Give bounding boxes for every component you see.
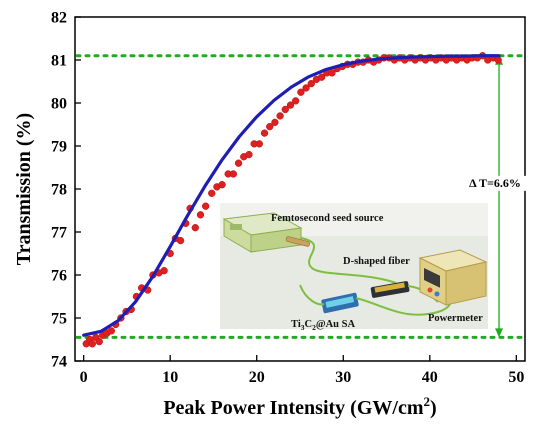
data-point — [292, 97, 300, 105]
x-tick-label: 10 — [162, 369, 178, 386]
y-tick-label: 75 — [51, 311, 67, 328]
data-point — [276, 112, 284, 120]
data-point — [208, 189, 216, 197]
y-tick-label: 80 — [51, 96, 67, 113]
data-point — [328, 69, 336, 77]
data-point — [160, 267, 168, 275]
data-point — [255, 140, 263, 148]
x-tick-label: 0 — [80, 369, 88, 386]
inset-label-seed-source: Femtosecond seed source — [271, 213, 384, 224]
saturable-absorber-block — [321, 292, 359, 314]
powermeter-device — [418, 249, 488, 306]
data-point — [95, 338, 103, 346]
y-axis-ticks: 74 75 76 77 78 79 80 81 82 — [51, 10, 81, 371]
data-point — [218, 181, 226, 189]
data-point — [286, 101, 295, 109]
data-point — [229, 170, 238, 178]
seed-source-device — [222, 212, 303, 253]
data-point — [196, 211, 205, 219]
data-point — [88, 340, 96, 348]
data-point — [202, 202, 210, 210]
d-shaped-fiber-block — [370, 281, 410, 298]
delta-t-label: Δ T=6.6% — [469, 176, 521, 190]
y-tick-label: 76 — [51, 268, 67, 285]
data-point — [302, 84, 310, 92]
y-axis-title: Transmission (%) — [13, 113, 35, 265]
y-tick-label: 81 — [51, 53, 67, 70]
inset-label-d-shaped-fiber: D-shaped fiber — [343, 256, 410, 267]
y-tick-label: 74 — [51, 354, 67, 371]
y-tick-label: 78 — [51, 182, 67, 199]
data-point — [176, 236, 185, 245]
inset-label-sa: Ti3C2@Au SA — [291, 319, 355, 332]
fit-curve — [82, 54, 501, 337]
data-point — [107, 327, 115, 335]
fiber-loop-lower — [299, 284, 452, 316]
y-tick-label: 79 — [51, 139, 67, 156]
delta-t-arrow-head-bottom — [495, 328, 504, 338]
data-point — [260, 129, 269, 137]
data-point — [271, 118, 279, 126]
delta-t-annotation: Δ T=6.6% — [461, 55, 530, 338]
data-point — [317, 73, 326, 81]
inset-label-powermeter: Powermeter — [428, 313, 483, 324]
x-tick-label: 30 — [335, 369, 351, 386]
data-point — [297, 88, 305, 96]
data-point — [234, 159, 243, 167]
fiber-connector — [285, 236, 311, 247]
data-point — [245, 150, 253, 159]
data-point — [307, 80, 315, 88]
x-axis-ticks: 0 10 20 30 40 50 — [80, 355, 524, 386]
x-tick-label: 20 — [249, 369, 265, 386]
data-point — [281, 105, 289, 114]
delta-t-label-background — [461, 175, 530, 191]
data-point — [191, 224, 199, 232]
data-point — [266, 123, 274, 131]
x-tick-label: 40 — [422, 369, 438, 386]
y-tick-label: 82 — [51, 10, 67, 27]
measured-points — [82, 52, 502, 348]
data-point — [494, 56, 502, 64]
x-tick-label: 50 — [508, 369, 524, 386]
y-tick-label: 77 — [51, 225, 67, 242]
fiber-from-source — [300, 237, 397, 284]
setup-schematic-inset: Femtosecond seed source D-shaped fiber T… — [220, 203, 488, 332]
x-axis-title: Peak Power Intensity (GW/cm2) — [163, 394, 436, 419]
